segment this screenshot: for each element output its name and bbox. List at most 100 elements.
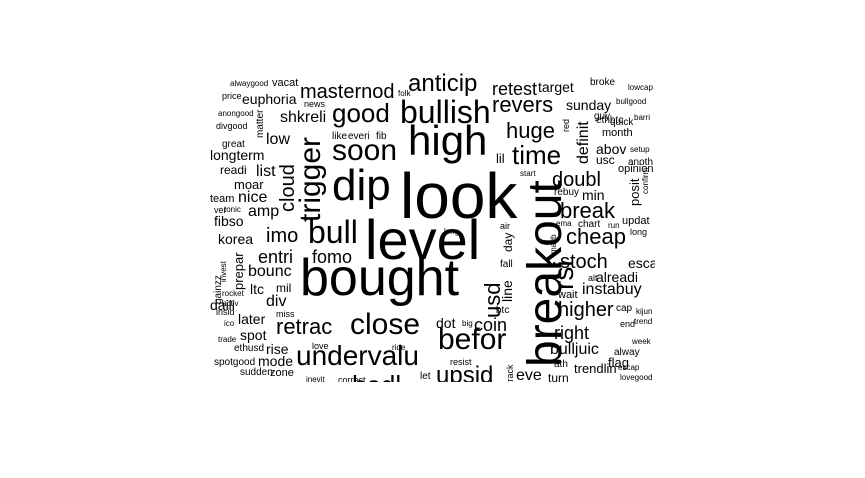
cloud-word-dip: dip [332,161,391,210]
cloud-word-alt: alt [588,273,598,283]
cloud-word-bullish: bullish [400,94,491,130]
cloud-word-close: close [350,308,421,341]
cloud-word-lil: lil [496,151,505,166]
cloud-word-doubl: doubl [552,169,601,191]
cloud-word-fib: fib [376,131,387,142]
cloud-word-ico: ico [224,319,235,328]
cloud-word-updat: updat [622,215,650,227]
cloud-word-big: big [462,319,473,328]
cloud-word-bullgood: bullgood [616,97,647,106]
cloud-word-week: week [632,337,651,346]
cloud-word-coin: coin [474,315,508,335]
cloud-word-long: long [630,227,648,237]
cloud-word-end: end [620,319,636,329]
cloud-word-posit: posit [627,178,642,206]
cloud-word-higher: higher [558,299,614,321]
cloud-word-good: good [332,98,390,128]
cloud-word-kijun: kijun [636,307,653,316]
cloud-word-inevit: inevit [306,375,325,383]
cloud-word-ath: ath [554,359,568,370]
cloud-word-cloud: cloud [277,164,299,212]
cloud-word-trend: trend [634,317,653,326]
cloud-word-imo: imo [266,225,299,247]
cloud-word-alwaygood: alwaygood [230,79,269,88]
cloud-word-masternod: masternod [300,81,395,103]
cloud-word-stoch: stoch [560,251,608,273]
cloud-word-spotgood: spotgood [214,357,256,368]
cloud-word-matter: matter [255,109,266,138]
cloud-word-rise: rise [266,341,289,357]
cloud-word-track: track [505,364,515,382]
cloud-word-dot: dot [436,315,456,331]
cloud-word-spot: spot [240,327,267,343]
cloud-word-escal: escal [628,255,655,271]
cloud-word-ride: ride [392,343,406,352]
cloud-word-escap: escap [618,363,640,372]
cloud-word-wait: wait [558,289,578,301]
cloud-word-ltc: ltc [250,281,264,297]
cloud-word-love: love [312,341,329,351]
cloud-word-flag: flag [608,355,629,370]
cloud-word-cap: cap [616,303,633,314]
cloud-word-longterm: longterm [210,147,265,163]
cloud-word-look: look [400,160,518,232]
cloud-word-correct: correct [338,375,366,383]
cloud-word-setup: setup [630,145,650,154]
cloud-word-usc: usc [596,153,615,167]
cloud-word-bulljuic: bulljuic [550,341,599,358]
cloud-word-like: like [332,131,348,142]
cloud-word-list: list [256,163,276,180]
cloud-word-chart: chart [578,219,601,230]
cloud-word-trendlin: trendlin [574,361,617,376]
cloud-word-hodl: hodl [352,372,401,382]
cloud-word-retrac: retrac [276,314,333,339]
cloud-word-mil: mil [276,281,292,295]
cloud-word-long: long [444,227,460,236]
cloud-word-huge: huge [506,118,555,143]
cloud-word-day: day [501,232,515,252]
cloud-word-trade: trade [218,335,237,344]
cloud-word-divgood: divgood [216,121,248,131]
cloud-word-amp: amp [248,203,280,220]
cloud-word-korea: korea [218,231,254,247]
cloud-word-time: time [512,140,562,170]
cloud-word-moar: moar [234,177,264,192]
cloud-word-opinion: opinion [618,163,654,175]
cloud-word-line: line [499,280,515,302]
cloud-word-break: break [560,198,616,223]
cloud-word-rebuy: rebuy [554,187,580,198]
cloud-word-high: high [408,117,488,164]
cloud-word-alreadi: alreadi [596,269,639,285]
cloud-word-btc: btc [496,305,510,316]
cloud-word-fall: fall [500,259,513,270]
cloud-word-bought: bought [300,249,460,307]
cloud-word-rocket: rocket [222,289,244,298]
cloud-word-alway: alway [614,347,640,358]
cloud-word-sunday: sunday [566,97,612,113]
cloud-word-ema: ema [556,219,572,228]
cloud-word-red: red [561,118,571,132]
cloud-word-confirm: confirm [641,167,650,194]
cloud-word-anticip: anticip [408,72,478,97]
cloud-word-lowcap: lowcap [628,83,653,92]
cloud-word-low: low [266,131,291,148]
cloud-word-let: let [420,371,431,382]
cloud-word-mode: mode [258,353,294,369]
cloud-word-readi: readi [220,163,247,177]
cloud-word-ethusd: ethusd [234,343,265,354]
cloud-word-revers: revers [492,92,554,117]
cloud-word-definit: definit [575,121,592,164]
cloud-word-later: later [238,311,266,327]
cloud-word-bounc: bounc [248,263,292,280]
cloud-word-activ: activ [222,299,239,308]
cloud-word-insid: insid [216,307,235,317]
cloud-word-ver: ver [214,205,227,215]
cloud-word-retest: retest [492,79,538,99]
cloud-word-month: month [602,127,633,139]
cloud-word-min: min [582,187,605,203]
cloud-word-start: start [520,169,536,178]
cloud-word-folk: folk [398,89,411,98]
cloud-word-trigger: trigger [294,136,327,222]
cloud-word-fibso: fibso [214,213,244,229]
cloud-word-vacat: vacat [272,77,299,89]
